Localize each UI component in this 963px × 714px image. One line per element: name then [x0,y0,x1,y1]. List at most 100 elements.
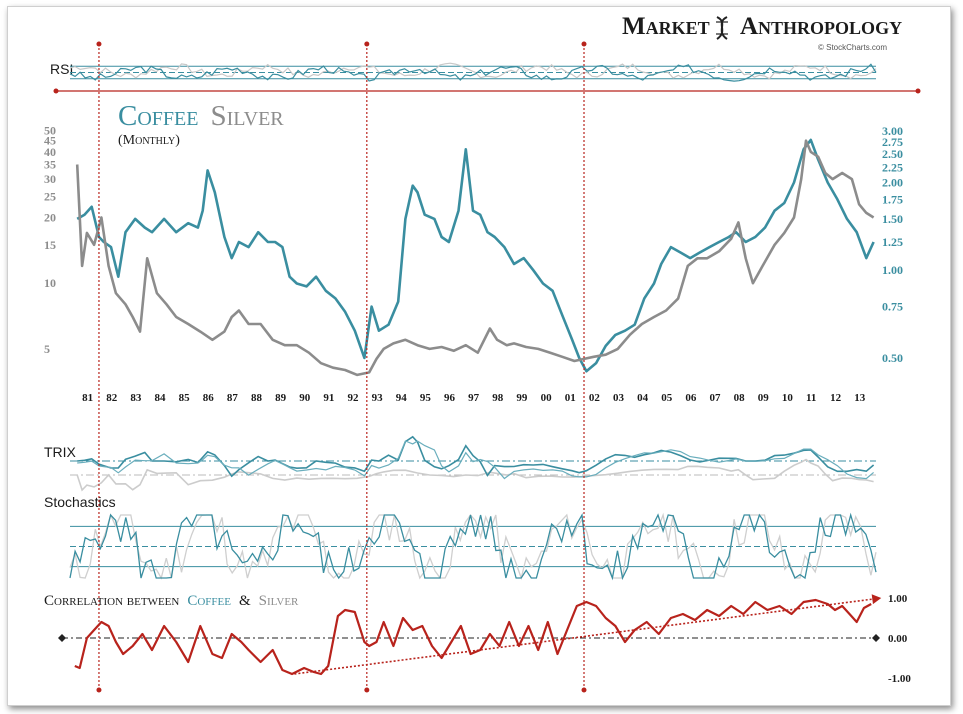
chart-title: Coffee Silver [118,100,284,132]
left-axis-tick-label: 40 [44,145,56,159]
trix-silver-line [76,458,874,492]
x-axis-tick-label: 12 [830,392,842,404]
x-axis-tick-label: 04 [637,392,649,404]
x-axis-tick-label: 93 [372,392,384,404]
left-axis-tick-label: 50 [44,124,56,138]
stochastics-label: Stochastics [44,494,116,510]
x-axis-tick-label: 01 [565,392,576,404]
rsi-baseline-dot [53,88,59,94]
correlation-trend-arrow-head [871,594,882,605]
x-axis-tick-label: 90 [299,392,311,404]
vertical-marker-dot [96,687,102,693]
right-axis-tick-label: 0.75 [882,300,903,314]
right-axis-tick-label: 2.25 [882,161,903,175]
x-axis-tick-label: 08 [734,392,746,404]
x-axis-tick-label: 09 [758,392,770,404]
chart-title-coffee: Coffee [118,100,198,132]
rsi-silver-line [69,62,877,80]
trix-panel: TRIX [44,435,876,492]
correlation-tick-label: -1.00 [888,673,911,685]
right-axis-tick-label: 1.00 [882,263,903,277]
correlation-label-silver: Silver [259,593,299,609]
correlation-zero-marker-right [872,634,880,642]
correlation-panel: Correlation between Coffee & Silver 1.00… [44,592,911,685]
left-axis-tick-label: 25 [44,189,56,203]
vertical-marker-dot [581,41,587,47]
right-axis-tick-label: 1.25 [882,235,903,249]
x-axis-tick-label: 87 [227,392,239,404]
right-axis-tick-label: 2.00 [882,175,903,189]
stochastics-panel: Stochastics [44,494,877,581]
rsi-baseline-dot [915,88,921,94]
x-axis-tick-label: 84 [154,392,166,404]
vertical-marker-dot [364,687,370,693]
series-line-silver [75,139,875,377]
x-axis-tick-label: 85 [179,392,191,404]
correlation-label: Correlation between Coffee & Silver [44,592,299,609]
x-axis-tick-label: 13 [854,392,866,404]
brand-right: Anthropology [740,13,902,40]
correlation-tick-label: 1.00 [888,593,908,605]
left-axis-tick-label: 15 [44,238,56,252]
rsi-coffee-line [69,63,877,82]
x-axis-tick-label: 11 [806,392,816,404]
series-line-coffee [76,138,875,373]
right-axis-tick-label: 1.75 [882,192,903,206]
left-axis-tick-label: 35 [44,158,56,172]
right-axis-tick-label: 1.50 [882,212,903,226]
correlation-zero-marker-left [58,634,66,642]
brand-logo-icon [716,16,728,40]
x-axis-tick-label: 81 [82,392,93,404]
x-axis-tick-label: 97 [468,392,480,404]
right-axis-tick-label: 2.75 [882,135,903,149]
x-axis-tick-label: 05 [661,392,673,404]
left-axis-tick-label: 10 [44,276,56,290]
right-axis-tick-label: 2.50 [882,147,903,161]
left-axis-tick-label: 20 [44,211,56,225]
stochastics-coffee-line [69,512,877,581]
correlation-line [74,598,872,676]
right-axis-tick-label: 3.00 [882,124,903,138]
x-axis-tick-label: 98 [492,392,504,404]
correlation-tick-label: 0.00 [888,633,908,645]
chart-credit: © StockCharts.com [818,43,887,52]
x-axis-tick-label: 91 [323,392,334,404]
chart-subtitle: (Monthly) [118,133,180,148]
right-axis-tick-label: 0.50 [882,351,903,365]
x-axis-tick-label: 99 [516,392,528,404]
vertical-marker-dot [96,41,102,47]
left-axis-tick-label: 45 [44,134,56,148]
x-axis-tick-label: 82 [106,392,118,404]
correlation-trend-arrow-line [294,597,882,675]
left-axis-tick-label: 30 [44,172,56,186]
rsi-panel: RSI [50,61,921,94]
correlation-label-prefix: Correlation between [44,593,179,609]
x-axis-tick-label: 94 [396,392,408,404]
x-axis-tick-label: 95 [420,392,432,404]
x-axis-tick-label: 06 [685,392,697,404]
x-axis-tick-label: 03 [613,392,625,404]
correlation-label-coffee: Coffee [187,593,231,609]
trix-coffee-signal-line [77,440,874,480]
x-axis-tick-label: 96 [444,392,456,404]
vertical-marker-dot [364,41,370,47]
brand-left: Market [622,13,710,40]
vertical-marker-dot [581,687,587,693]
chart-title-silver: Silver [210,100,284,132]
trix-coffee-line [77,435,875,478]
x-axis-tick-label: 10 [782,392,794,404]
correlation-label-amp: & [239,593,251,609]
trix-label: TRIX [44,444,77,460]
x-axis-tick-label: 92 [348,392,360,404]
x-axis-tick-label: 02 [589,392,601,404]
x-axis-tick-label: 07 [709,392,721,404]
left-axis-tick-label: 5 [44,342,50,356]
x-axis-tick-label: 83 [130,392,142,404]
x-axis-tick-label: 89 [275,392,287,404]
rsi-label: RSI [50,61,73,77]
x-axis-tick-label: 88 [251,392,263,404]
x-axis-tick-label: 00 [541,392,553,404]
chart-frame [7,6,951,706]
